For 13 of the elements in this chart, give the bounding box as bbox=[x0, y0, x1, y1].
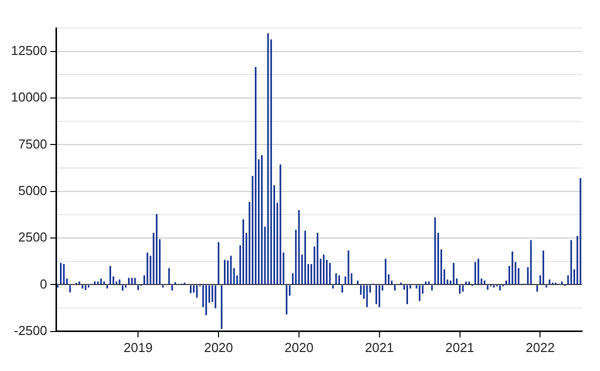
y-tick-label: 2500 bbox=[18, 230, 48, 245]
x-tick-label: 2020 bbox=[204, 340, 234, 355]
x-tick-label: 2022 bbox=[526, 340, 555, 355]
x-tick-label: 2021 bbox=[364, 340, 394, 355]
y-tick-label: 5000 bbox=[18, 182, 48, 198]
y-tick-label: 7500 bbox=[18, 136, 48, 152]
x-tick-label: 2020 bbox=[284, 340, 314, 355]
y-tick-label: -2500 bbox=[14, 322, 48, 338]
x-tick-label: 2021 bbox=[445, 340, 474, 355]
y-tick-label: 10000 bbox=[10, 90, 48, 105]
y-tick-label: 12500 bbox=[10, 42, 48, 58]
y-tick-label: 0 bbox=[40, 276, 48, 292]
x-tick-label: 2019 bbox=[124, 340, 153, 355]
